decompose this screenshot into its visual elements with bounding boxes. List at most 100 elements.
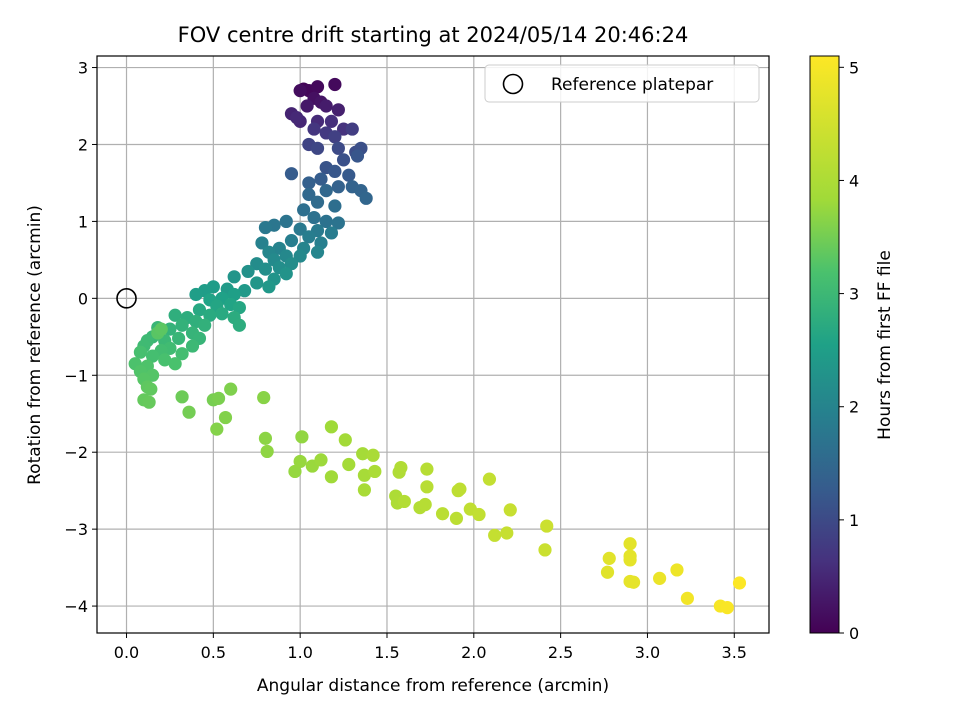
- data-point: [670, 563, 684, 577]
- data-point: [144, 382, 158, 396]
- data-point: [189, 287, 203, 302]
- x-tick-label: 3.0: [635, 643, 660, 662]
- data-point: [314, 453, 328, 467]
- data-point: [232, 300, 246, 315]
- data-point: [350, 149, 365, 163]
- data-point: [257, 390, 271, 405]
- data-point: [215, 307, 229, 321]
- data-point: [342, 168, 356, 182]
- data-point: [680, 591, 694, 605]
- data-point: [293, 222, 307, 236]
- data-point: [538, 543, 552, 557]
- data-point: [258, 220, 273, 235]
- y-tick-label: −2: [64, 443, 88, 462]
- data-point: [600, 565, 615, 579]
- y-tick-label: 3: [78, 59, 88, 78]
- data-point: [175, 347, 189, 361]
- data-point: [653, 571, 667, 585]
- colorbar-label: Hours from first FF file: [875, 250, 895, 440]
- data-point: [175, 318, 189, 332]
- data-point: [366, 448, 380, 462]
- data-point: [345, 122, 359, 136]
- data-point: [331, 216, 345, 230]
- data-point: [623, 553, 637, 567]
- data-point: [302, 230, 316, 244]
- data-point: [241, 264, 255, 279]
- y-axis-label: Rotation from reference (arcmin): [25, 205, 45, 485]
- data-point: [258, 262, 273, 276]
- data-point: [168, 357, 182, 371]
- data-point: [482, 472, 497, 486]
- colorbar-tick-label: 5: [849, 58, 859, 77]
- data-point: [342, 457, 356, 472]
- data-point: [331, 103, 345, 117]
- data-point: [210, 422, 224, 436]
- colorbar: [809, 55, 840, 634]
- y-tick-label: 1: [78, 212, 88, 231]
- data-point: [185, 339, 200, 353]
- data-point: [288, 464, 302, 479]
- x-tick-label: 0.0: [114, 643, 139, 662]
- legend-box: [484, 64, 760, 103]
- data-point: [302, 187, 316, 202]
- data-point: [284, 257, 299, 271]
- data-point: [284, 234, 299, 248]
- colorbar-ticks: 0 1 2 3 4 5: [839, 58, 859, 643]
- data-point: [198, 318, 212, 332]
- data-point: [324, 226, 339, 240]
- reference-point-marker: [116, 288, 137, 309]
- legend-marker-reference: [502, 73, 524, 95]
- data-point: [356, 447, 370, 461]
- x-tick-label: 3.5: [722, 643, 747, 662]
- data-point: [435, 507, 450, 521]
- data-point: [453, 482, 467, 496]
- data-point: [302, 176, 316, 190]
- data-point: [328, 77, 342, 92]
- data-point: [203, 308, 217, 322]
- data-point: [158, 353, 172, 367]
- data-point: [720, 601, 734, 615]
- y-tick-label: −3: [64, 520, 88, 539]
- data-point: [133, 345, 148, 359]
- data-point: [310, 80, 325, 94]
- data-point: [182, 405, 196, 419]
- data-point: [310, 195, 325, 209]
- y-axis-ticks: −4 −3 −2 −1 0 1 2 3: [64, 59, 97, 616]
- data-point: [420, 462, 434, 476]
- colorbar-tick-label: 0: [849, 624, 859, 643]
- data-point: [328, 164, 342, 178]
- colorbar-tick-label: 3: [849, 285, 859, 304]
- data-point: [397, 494, 411, 509]
- data-point: [314, 172, 328, 186]
- data-point: [232, 318, 246, 332]
- x-tick-label: 1.5: [374, 643, 399, 662]
- data-point: [732, 576, 747, 590]
- data-point: [250, 276, 264, 290]
- y-tick-label: 0: [78, 289, 88, 308]
- data-point: [319, 214, 333, 229]
- data-point: [503, 503, 517, 517]
- data-point: [394, 460, 408, 475]
- data-point: [224, 382, 238, 396]
- data-point: [310, 141, 325, 155]
- data-point: [142, 395, 156, 409]
- data-point: [227, 287, 241, 302]
- y-tick-label: −4: [64, 597, 88, 616]
- x-axis-label: Angular distance from reference (arcmin): [257, 676, 609, 696]
- data-point: [540, 519, 554, 533]
- grid: [97, 56, 769, 633]
- data-point: [293, 249, 307, 263]
- data-point: [328, 199, 342, 213]
- data-point: [293, 84, 307, 98]
- legend: Reference platepar: [484, 64, 760, 103]
- data-point: [488, 528, 502, 542]
- data-points: [128, 77, 747, 615]
- x-tick-label: 0.5: [201, 643, 226, 662]
- data-point: [211, 391, 226, 405]
- data-point: [420, 480, 434, 494]
- data-point: [626, 575, 641, 589]
- data-point: [168, 308, 182, 322]
- data-point: [357, 468, 372, 482]
- data-point: [300, 99, 314, 113]
- data-point: [338, 433, 352, 447]
